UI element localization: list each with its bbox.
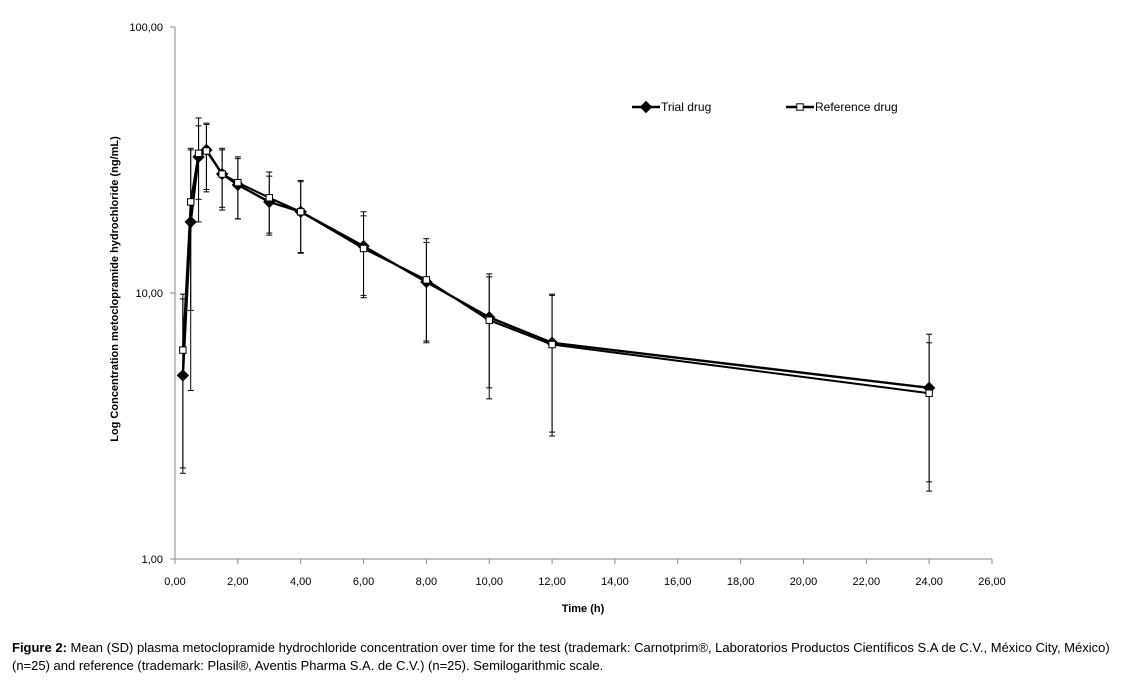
data-point	[194, 149, 203, 158]
x-tick-label: 20,00	[790, 576, 818, 588]
legend-label: Reference drug	[815, 100, 898, 114]
x-tick-label: 8,00	[416, 576, 437, 588]
data-point	[359, 244, 368, 253]
data-point	[202, 147, 211, 155]
data-point	[925, 389, 933, 397]
x-tick-label: 22,00	[853, 576, 881, 588]
x-tick-label: 4,00	[290, 576, 311, 588]
series-reference-drug	[179, 117, 933, 483]
x-tick-label: 26,00	[978, 576, 1006, 588]
legend: Trial drug Reference drug	[632, 100, 898, 114]
y-tick-label: 10,00	[135, 288, 163, 300]
x-tick-label: 10,00	[475, 576, 503, 588]
legend-marker	[796, 103, 804, 111]
data-point	[422, 276, 431, 284]
figure-caption-text: Mean (SD) plasma metoclopramide hydrochl…	[12, 640, 1110, 673]
data-point	[179, 346, 187, 354]
data-point	[296, 208, 305, 216]
legend-marker	[639, 100, 653, 114]
figure-caption-label: Figure 2:	[12, 640, 67, 655]
legend-item-trial-drug: Trial drug	[632, 100, 711, 114]
legend-item-reference-drug: Reference drug	[786, 100, 898, 114]
series-line	[181, 148, 930, 390]
x-tick-label: 2,00	[227, 576, 248, 588]
pk-line-chart: 0,00 2,00 4,00 6,00 8,00 10,00 12,00 14,00 16,00…	[109, 22, 1006, 615]
x-tick-label: 6,00	[353, 576, 374, 588]
figure-caption: Figure 2: Mean (SD) plasma metoclopramid…	[12, 639, 1124, 675]
series-line	[181, 149, 930, 395]
y-tick-label: 1,00	[142, 554, 163, 566]
y-tick-label: 100,00	[129, 22, 163, 34]
series-trial-drug	[176, 123, 936, 492]
x-axis-title: Time (h)	[562, 603, 605, 615]
x-tick-label: 24,00	[915, 576, 943, 588]
data-point	[548, 340, 556, 349]
x-tick-label: 14,00	[601, 576, 629, 588]
legend-label: Trial drug	[661, 100, 711, 114]
x-tick-label: 18,00	[727, 576, 755, 588]
series-layer	[176, 117, 936, 492]
data-point	[234, 178, 242, 187]
y-axis-title: Log Concentration metoclopramide hydroch…	[109, 136, 121, 442]
data-point	[265, 194, 273, 202]
data-point	[187, 198, 195, 206]
x-tick-label: 12,00	[538, 576, 566, 588]
data-point	[218, 170, 226, 178]
data-point	[485, 316, 493, 324]
x-tick-label: 0,00	[164, 576, 185, 588]
ticks: 0,00 2,00 4,00 6,00 8,00 10,00 12,00 14,00 16,00…	[129, 22, 1005, 588]
x-tick-label: 16,00	[664, 576, 692, 588]
